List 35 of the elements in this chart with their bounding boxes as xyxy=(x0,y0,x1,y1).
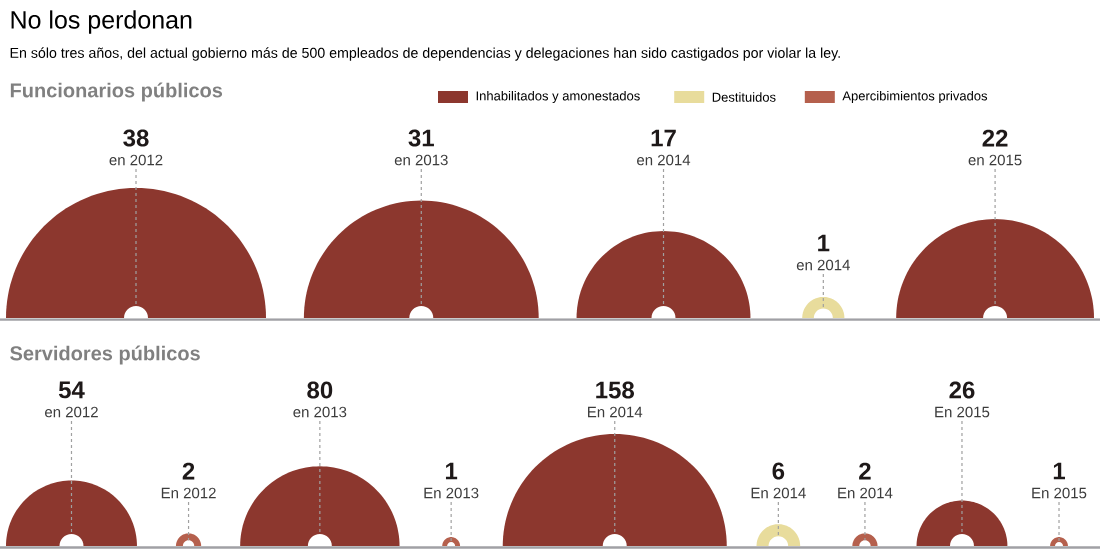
category-label: en 2012 xyxy=(45,406,98,418)
category-label: En 2013 xyxy=(424,487,479,499)
data-label: 26 xyxy=(949,381,975,399)
category-label: en 2013 xyxy=(394,154,448,166)
data-label: 1 xyxy=(818,234,830,252)
category-label: En 2012 xyxy=(161,487,216,499)
category-label: en 2015 xyxy=(968,154,1022,166)
category-label: En 2015 xyxy=(1032,487,1087,499)
text: Servidores públicos xyxy=(10,345,200,365)
data-label: 80 xyxy=(307,381,333,399)
data-label: 2 xyxy=(859,462,871,480)
data-label: 31 xyxy=(408,129,434,147)
data-label: 54 xyxy=(58,381,85,399)
data-label: 1 xyxy=(445,462,458,480)
data-label: 1 xyxy=(1053,462,1066,480)
category-label: En 2014 xyxy=(838,487,893,499)
category-label: en 2012 xyxy=(109,154,163,166)
data-label: 6 xyxy=(772,462,785,480)
data-label: 158 xyxy=(596,381,635,399)
category-label: En 2015 xyxy=(935,406,990,418)
text: Funcionarios públicos xyxy=(10,82,223,102)
category-label: en 2014 xyxy=(637,154,691,166)
legend-label: Inhabilitados y amonestados xyxy=(476,90,640,104)
category-label: en 2014 xyxy=(796,259,850,271)
category-label: En 2014 xyxy=(751,487,806,499)
data-label: 38 xyxy=(123,129,149,147)
legend-label: Destituidos xyxy=(712,92,776,102)
data-label: 2 xyxy=(182,462,195,480)
text: En sólo tres años, del actual gobierno más de 500 empleados de dependencias y delegaciones han sido castigados por violar la ley. xyxy=(10,47,840,61)
category-label: En 2014 xyxy=(588,406,643,418)
data-label: 22 xyxy=(982,129,1008,147)
category-label: en 2013 xyxy=(293,406,347,418)
data-label: 17 xyxy=(651,129,676,147)
legend-label: Apercibimientos privados xyxy=(842,90,988,104)
text: No los perdonan xyxy=(11,10,192,34)
